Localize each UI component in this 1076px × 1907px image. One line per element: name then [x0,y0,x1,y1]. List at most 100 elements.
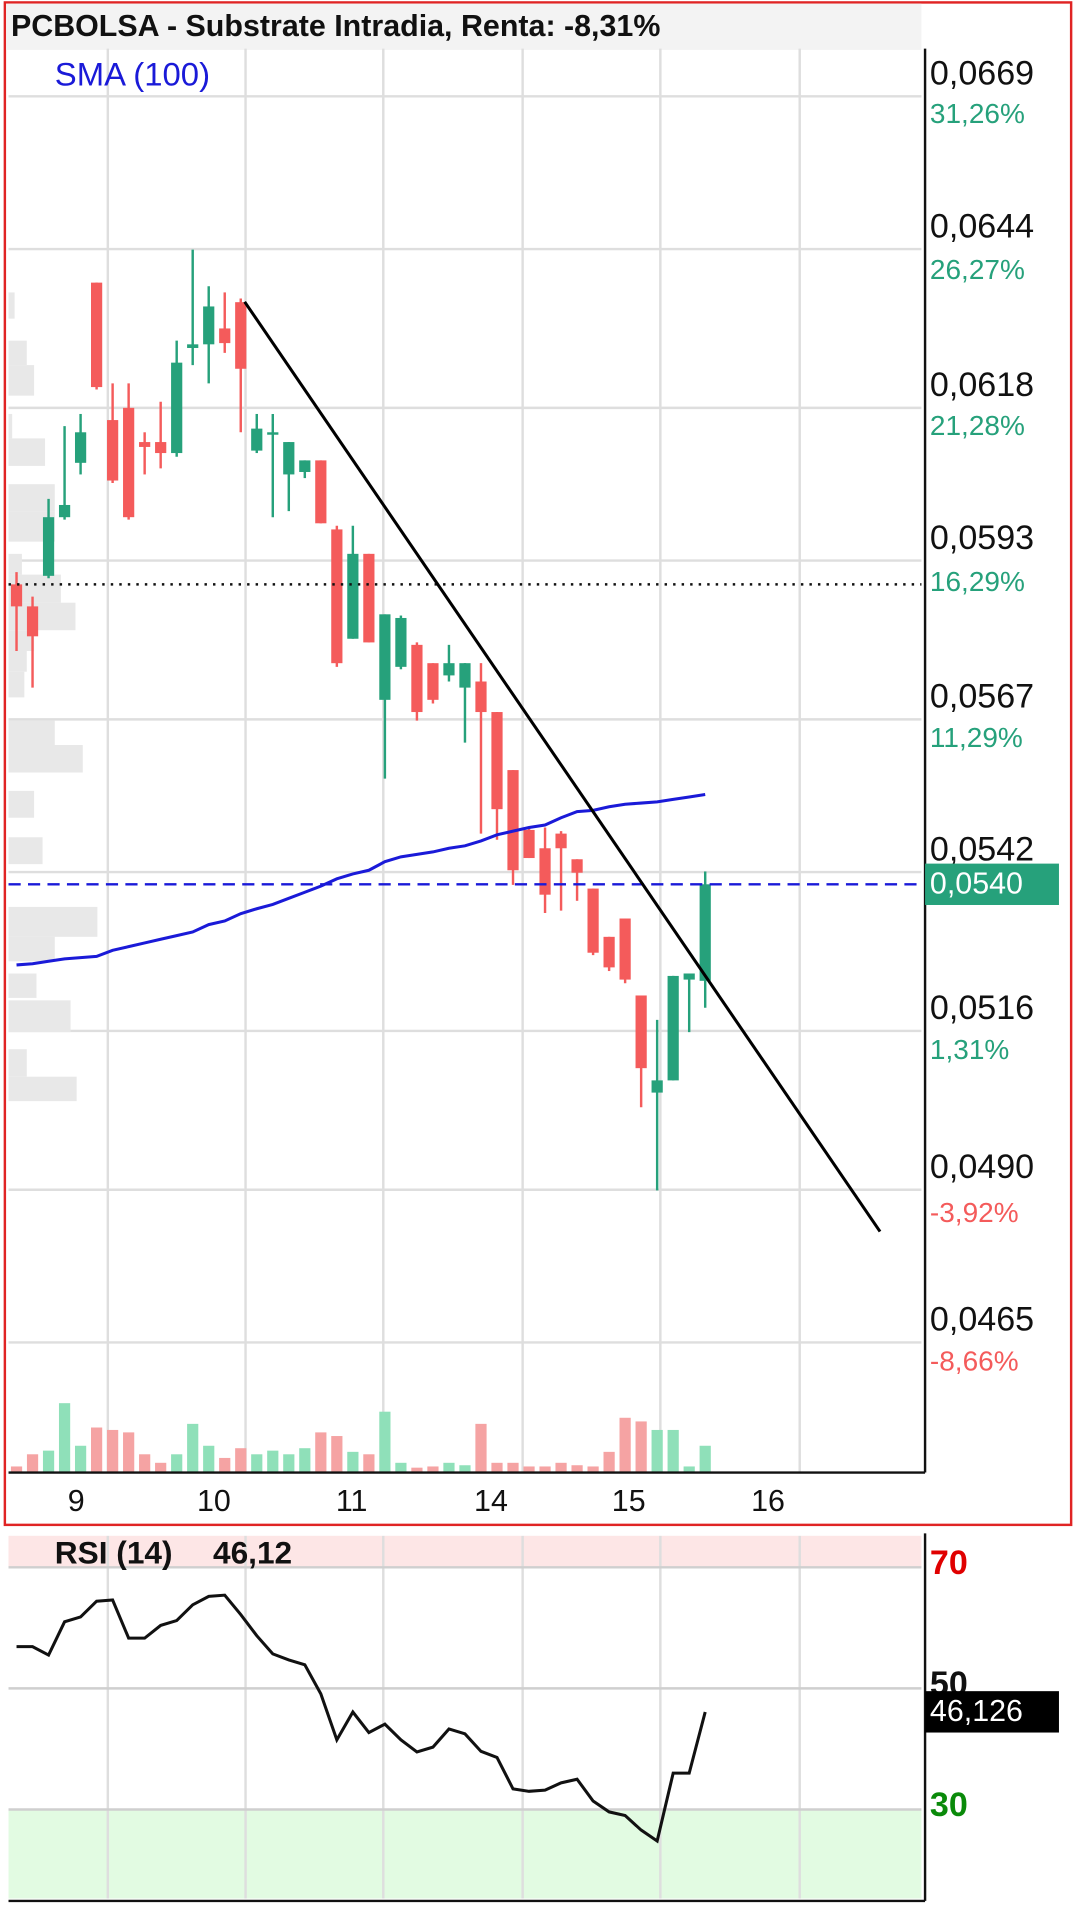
last-price-label: 0,0540 [930,867,1023,901]
candle-body [459,663,471,688]
volume-bar [58,1403,71,1473]
candle-body [587,888,599,953]
title-bar [6,3,922,50]
candle-body [539,848,551,895]
volume-bar [443,1462,455,1473]
y-tick-label: 70 [930,1544,968,1582]
price-pane: 9 10 11 14 15 16 0,0669 0,0644 0,0618 0,0593 0,056… [8,48,1059,1518]
candle-body [475,681,487,713]
oversold-band [8,1809,922,1899]
candle-body [331,529,343,664]
volume-profile-bar [8,438,46,466]
volume-bar [331,1436,343,1473]
candle-body [251,428,263,451]
y-tick-label: 0,0465 [930,1301,1034,1339]
volume-bar [219,1457,231,1473]
volume-bar [203,1445,215,1473]
volume-profile-bar [8,1076,77,1102]
volume-bar [235,1448,247,1473]
candle-body [123,407,135,518]
volume-bar [459,1465,471,1473]
volume-bar [123,1432,135,1473]
volume-profile-bar [8,484,55,512]
candle-body [635,995,647,1069]
volume-profile-bar [8,837,43,865]
y2-tick-label: -3,92% [930,1197,1019,1228]
volume-bar [699,1445,711,1473]
candle-body [91,282,103,388]
volume-bar [299,1448,311,1473]
y-tick-label: 0,0542 [930,830,1034,868]
candle-body [171,362,183,454]
volume-bar [267,1450,279,1473]
candle-body [667,975,679,1081]
volume-bar [651,1429,663,1473]
volume-bar [171,1454,183,1473]
y-tick-label: 0,0593 [930,519,1034,557]
volume-profile-bar [8,790,35,818]
volume-bar [523,1466,535,1473]
y-tick-label: 0,0490 [930,1148,1034,1186]
y2-tick-label: 16,29% [930,566,1025,597]
y-tick-label: 0,0618 [930,366,1034,404]
volume-bar [251,1454,263,1473]
volume-bar [411,1467,423,1473]
candle-body [139,442,151,447]
volume-profile-bar [8,671,25,698]
volume-bar [315,1432,327,1473]
candle-body [683,973,695,980]
volume-bar [619,1417,631,1473]
volume-bar [603,1451,615,1473]
candle-body [699,884,711,981]
volume-bar [347,1451,359,1473]
volume-bar [491,1462,503,1473]
overbought-band [8,1535,922,1568]
candle-body [203,306,215,345]
volume-bar [139,1454,151,1473]
candle-body [651,1080,663,1093]
candle-body [58,504,71,518]
chart-title: PCBOLSA - Substrate Intradia, Renta: -8,… [11,9,660,43]
candle-body [107,420,119,481]
y2-tick-label: 31,26% [930,98,1025,129]
y-tick-label: 0,0516 [930,989,1034,1027]
volume-profile-bar [8,553,22,575]
volume-profile-bar [8,602,76,631]
candle-body [283,442,295,475]
trend-line [243,300,882,1233]
volume-bar [363,1454,375,1473]
candle-body [395,617,407,667]
volume-bar [555,1462,567,1473]
candle-body [155,442,167,454]
y-tick-label: 0,0669 [930,55,1034,93]
volume-bar [26,1454,39,1473]
volume-bar [427,1466,439,1473]
candle-body [523,829,535,859]
candle-body [235,302,247,369]
volume-bar [539,1466,551,1473]
volume-profile-bar [8,650,27,672]
y-tick-label: 30 [930,1786,968,1824]
volume-bar [507,1462,519,1473]
candle-body [299,460,311,472]
candle-body [427,663,439,700]
volume-bar [187,1423,199,1473]
volume-bar [571,1465,583,1473]
candle-body [347,553,359,639]
candle-body [26,606,39,637]
candle-body [267,432,279,435]
volume-profile-bar [8,340,27,366]
rsi-header-value: 46,12 [213,1535,292,1571]
volume-bar [91,1427,103,1473]
volume-profile-bar [8,936,55,962]
legend-sma: SMA (100) [55,55,210,92]
y-tick-label: 0,0644 [930,207,1034,245]
last-price-box [925,863,1059,905]
candle-body [507,770,519,871]
volume-profile-bar [8,1000,71,1033]
x-tick-label: 14 [474,1484,508,1518]
x-tick-label: 10 [197,1484,231,1518]
